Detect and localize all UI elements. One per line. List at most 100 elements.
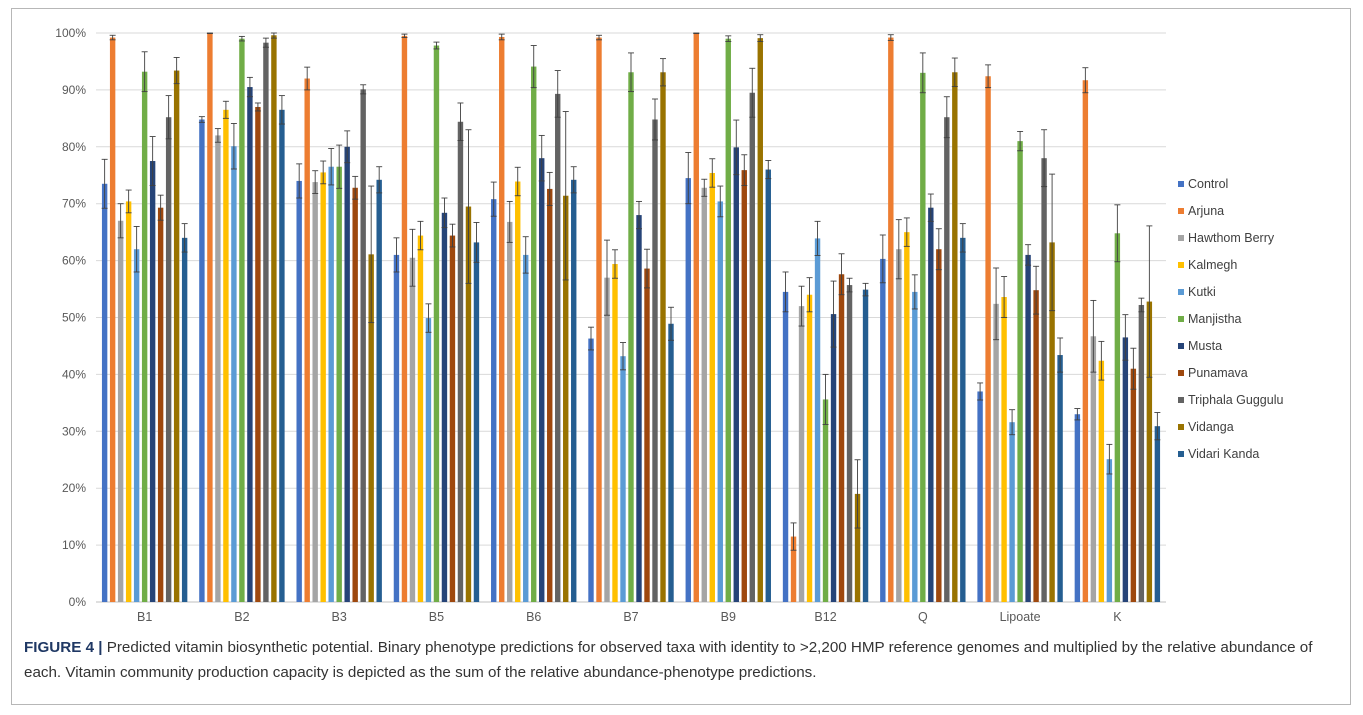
bar xyxy=(320,172,326,602)
x-tick-label: B5 xyxy=(429,610,444,624)
y-tick-label: 50% xyxy=(62,311,86,325)
bar xyxy=(806,294,813,602)
legend-label: Vidanga xyxy=(1188,420,1234,434)
bar xyxy=(1049,242,1055,602)
bar xyxy=(101,183,108,602)
bar xyxy=(441,212,448,602)
figure-frame xyxy=(11,8,1351,705)
x-tick-label: Q xyxy=(918,610,928,624)
bar xyxy=(862,289,869,602)
bar xyxy=(1122,337,1129,602)
bar xyxy=(255,106,261,602)
bar xyxy=(1090,336,1097,602)
bar xyxy=(539,158,545,602)
y-tick-label: 70% xyxy=(62,197,86,211)
bar xyxy=(1025,254,1031,602)
bar xyxy=(571,179,577,602)
legend-label: Manjistha xyxy=(1188,312,1242,326)
bar xyxy=(1146,301,1153,602)
bar xyxy=(457,121,464,602)
y-axis: 0% 10% 20% 30% 40% 50% 60% 70% 80% 90% 100% xyxy=(55,26,86,609)
bar xyxy=(612,264,618,602)
bar xyxy=(1017,141,1023,603)
bar xyxy=(782,291,789,602)
bar xyxy=(1130,368,1137,602)
bar xyxy=(165,117,172,602)
x-tick-label: B7 xyxy=(623,610,638,624)
x-tick-label: B1 xyxy=(137,610,152,624)
bar xyxy=(417,235,424,602)
y-tick-label: 20% xyxy=(62,481,86,495)
bar xyxy=(465,206,472,603)
bar xyxy=(199,119,205,602)
bar xyxy=(944,117,950,602)
bar xyxy=(271,35,277,602)
legend-label: Control xyxy=(1188,177,1228,191)
y-tick-label: 40% xyxy=(62,367,86,381)
bar xyxy=(798,306,805,602)
legend-label: Punamava xyxy=(1188,366,1248,380)
y-tick-label: 80% xyxy=(62,140,86,154)
caption-label: FIGURE 4 | xyxy=(24,639,103,656)
bar xyxy=(846,285,853,602)
bar xyxy=(749,92,755,603)
bar xyxy=(660,72,666,603)
bar xyxy=(173,70,180,602)
bar-series xyxy=(101,33,1161,603)
bar xyxy=(449,235,456,602)
bar xyxy=(563,195,569,602)
x-tick-label: B2 xyxy=(234,610,249,624)
y-tick-label: 90% xyxy=(62,83,86,97)
bar xyxy=(279,109,285,602)
legend-swatch xyxy=(1178,451,1184,457)
bar xyxy=(215,135,221,603)
legend-label: Arjuna xyxy=(1188,204,1224,218)
x-tick-label: K xyxy=(1113,610,1122,624)
bar xyxy=(717,201,723,602)
bar xyxy=(368,254,374,602)
bar xyxy=(701,187,707,602)
bar xyxy=(425,318,432,602)
bar xyxy=(1001,297,1007,602)
caption-text: Predicted vitamin biosynthetic potential… xyxy=(24,639,1313,681)
legend-swatch xyxy=(1178,316,1184,322)
legend-swatch xyxy=(1178,397,1184,403)
bar xyxy=(515,181,521,602)
bar xyxy=(125,201,132,602)
bar xyxy=(620,356,626,602)
legend-label: Vidari Kanda xyxy=(1188,447,1259,461)
bar xyxy=(993,303,999,602)
bar xyxy=(1082,80,1089,603)
bar xyxy=(1114,233,1121,602)
bar xyxy=(433,45,440,602)
bar xyxy=(644,268,650,602)
bar xyxy=(1138,304,1145,602)
legend-swatch xyxy=(1178,370,1184,376)
bar xyxy=(1009,422,1015,602)
bar xyxy=(141,71,148,602)
legend-swatch xyxy=(1178,235,1184,241)
bar xyxy=(181,237,188,602)
bar xyxy=(304,78,310,602)
legend-label: Kalmegh xyxy=(1188,258,1237,272)
bar xyxy=(652,119,658,602)
bar xyxy=(401,35,408,603)
bar xyxy=(376,179,382,602)
bar xyxy=(960,237,966,602)
bar xyxy=(822,399,829,602)
bar xyxy=(207,33,213,602)
bar xyxy=(523,254,529,602)
bar xyxy=(352,187,358,602)
bar xyxy=(709,172,715,602)
legend-label: Musta xyxy=(1188,339,1222,353)
bar xyxy=(133,249,140,602)
x-tick-label: B12 xyxy=(814,610,836,624)
bar xyxy=(977,391,983,602)
legend: Control Arjuna Hawthom Berry Kalmegh Kutki Ma… xyxy=(1178,177,1283,461)
bar xyxy=(904,232,910,602)
bar xyxy=(880,258,886,602)
bar xyxy=(838,274,845,602)
bar xyxy=(693,33,699,602)
bar xyxy=(344,146,350,603)
bar xyxy=(473,242,480,602)
